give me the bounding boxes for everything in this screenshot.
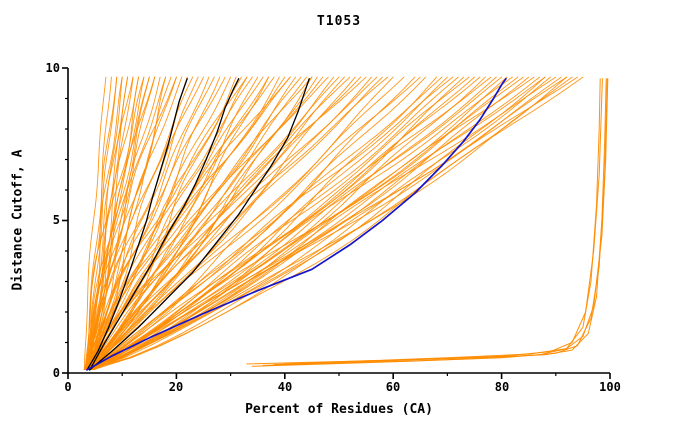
x-tick-label: 20 <box>168 380 184 394</box>
x-tick-label: 0 <box>64 380 72 394</box>
x-axis-label: Percent of Residues (CA) <box>245 402 433 417</box>
x-tick-label: 60 <box>385 380 401 394</box>
chart-title: T1053 <box>316 14 362 29</box>
y-tick-label: 0 <box>52 366 60 380</box>
x-tick-label: 80 <box>494 380 510 394</box>
y-axis-label: Distance Cutoff, A <box>10 149 26 291</box>
highlight-curve <box>86 77 507 371</box>
x-tick-label: 40 <box>277 380 293 394</box>
x-tick-label: 100 <box>599 380 621 394</box>
y-tick-label: 5 <box>52 213 60 227</box>
y-tick-label: 10 <box>45 61 60 75</box>
axes <box>62 67 611 379</box>
prediction-ensemble-curves <box>83 76 609 370</box>
black-curves <box>86 78 310 371</box>
